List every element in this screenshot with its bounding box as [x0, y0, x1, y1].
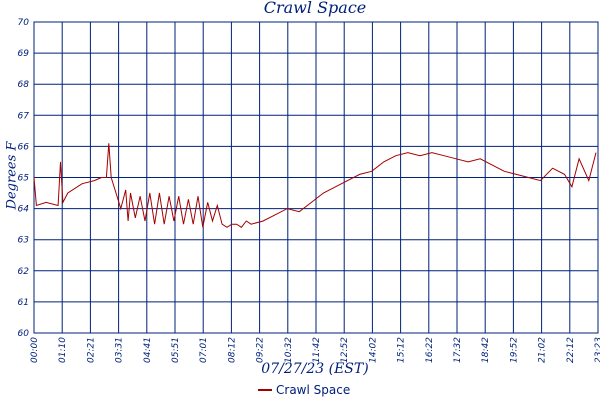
x-tick-label: 12:52 — [340, 337, 350, 363]
y-tick-label: 60 — [18, 329, 30, 339]
x-tick-label: 08:12 — [227, 337, 237, 363]
y-tick-label: 67 — [18, 111, 30, 121]
y-axis-label: Degrees F — [4, 141, 20, 210]
x-tick-label: 16:22 — [425, 337, 435, 363]
x-tick-label: 21:02 — [538, 337, 548, 363]
legend: Crawl Space — [258, 383, 350, 397]
x-tick-label: 05:51 — [171, 337, 181, 363]
x-axis-ticks: 00:00 01:10 02:21 03:31 04:41 05:51 07:01 08:12… — [30, 337, 600, 363]
y-tick-label: 62 — [18, 267, 30, 277]
x-tick-label: 03:31 — [115, 337, 125, 363]
y-tick-label: 61 — [18, 298, 29, 308]
x-tick-label: 00:00 — [30, 337, 40, 363]
x-axis-label: 07/27/23 (EST) — [261, 361, 369, 377]
legend-swatch — [258, 389, 272, 391]
chart-title: Crawl Space — [263, 0, 367, 17]
y-tick-label: 68 — [18, 80, 30, 90]
x-tick-label: 23:23 — [594, 337, 600, 363]
y-tick-label: 70 — [18, 18, 30, 28]
grid — [33, 21, 599, 334]
x-tick-label: 10:32 — [284, 337, 294, 363]
x-tick-label: 17:32 — [453, 337, 463, 363]
y-tick-label: 65 — [18, 174, 30, 184]
x-tick-label: 02:21 — [86, 337, 96, 363]
x-tick-label: 07:01 — [199, 337, 209, 363]
x-tick-label: 11:42 — [312, 337, 322, 363]
y-tick-label: 63 — [18, 236, 30, 246]
x-tick-label: 18:42 — [481, 337, 491, 363]
x-tick-label: 22:12 — [566, 337, 576, 363]
x-tick-label: 14:02 — [368, 337, 378, 363]
x-tick-label: 04:41 — [143, 337, 153, 363]
y-axis-ticks: 60 61 62 63 64 65 66 67 68 69 70 — [18, 18, 30, 339]
series-layer — [33, 143, 597, 228]
y-tick-label: 66 — [18, 142, 30, 152]
series-line-crawl-space — [33, 143, 597, 228]
x-tick-label: 19:52 — [509, 337, 519, 363]
x-tick-label: 09:22 — [256, 337, 266, 363]
x-tick-label: 15:12 — [397, 337, 407, 363]
y-tick-label: 64 — [18, 205, 30, 215]
y-tick-label: 69 — [18, 49, 30, 59]
x-tick-label: 01:10 — [58, 337, 68, 363]
legend-label: Crawl Space — [276, 383, 351, 397]
